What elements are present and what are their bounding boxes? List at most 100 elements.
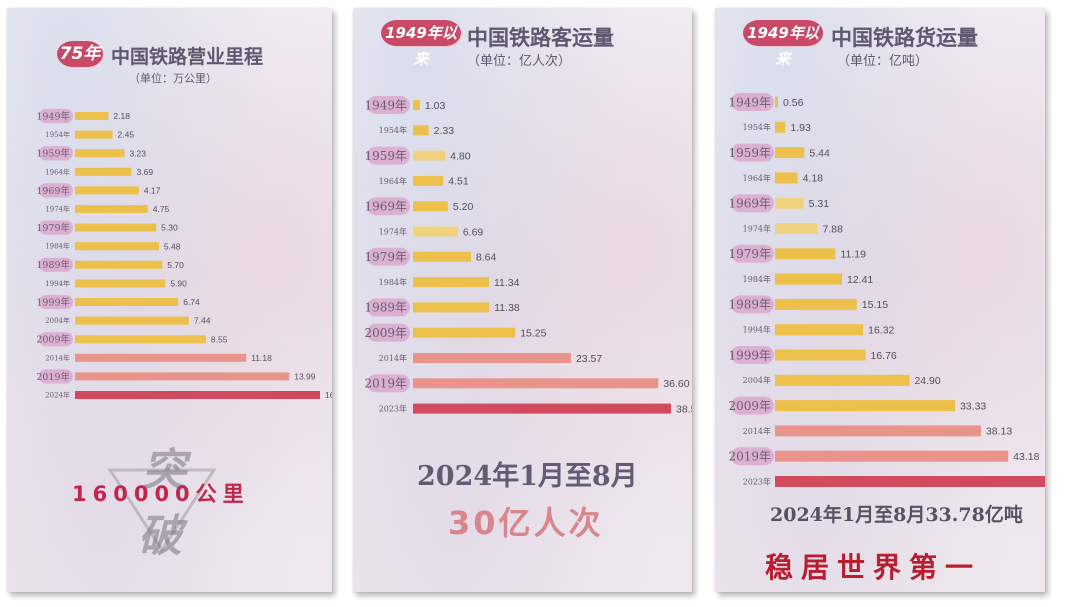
value-label: 7.44 xyxy=(194,316,211,326)
bar xyxy=(413,302,490,313)
year-label: 2023年 xyxy=(743,476,771,486)
bar xyxy=(775,374,910,386)
year-label: 2014年 xyxy=(743,426,771,436)
year-label: 1949年 xyxy=(364,98,407,112)
year-highlight-pill xyxy=(38,108,73,124)
value-label: 11.19 xyxy=(840,249,866,261)
bar xyxy=(413,327,516,338)
value-label: 11.38 xyxy=(494,302,520,314)
year-label: 1949年 xyxy=(36,110,70,122)
value-label: 16.00 xyxy=(325,390,332,400)
year-highlight-pill xyxy=(730,93,774,111)
year-highlight-pill xyxy=(366,247,410,266)
year-highlight-pill xyxy=(730,194,774,213)
year-label: 1964年 xyxy=(45,167,70,176)
rail-mileage-panel: 75年 中国铁路营业里程 （单位：万公里） 1949年 2.18 1954年 2.45… xyxy=(7,8,332,592)
value-label: 36.60 xyxy=(663,378,689,390)
year-label: 1959年 xyxy=(36,148,70,160)
value-label: 12.41 xyxy=(847,274,873,286)
value-label: 33.33 xyxy=(960,400,986,412)
year-label: 1974年 xyxy=(379,226,407,236)
year-label: 1954年 xyxy=(45,130,70,139)
value-label: 38.5 xyxy=(676,403,692,415)
year-highlight-pill xyxy=(38,257,73,272)
value-label: 4.75 xyxy=(153,204,170,214)
value-label: 5.44 xyxy=(809,147,830,159)
panel-title: 中国铁路客运量 xyxy=(467,25,614,50)
year-highlight-pill xyxy=(38,332,73,347)
bar xyxy=(413,378,659,389)
bar xyxy=(413,201,448,212)
bar xyxy=(75,298,179,306)
year-label: 1999年 xyxy=(36,296,70,308)
bar xyxy=(413,175,444,186)
bar xyxy=(75,335,206,344)
year-label: 1954年 xyxy=(379,125,407,135)
bar xyxy=(75,279,166,288)
bar xyxy=(775,121,786,133)
bar xyxy=(775,324,864,336)
value-label: 3.69 xyxy=(137,167,154,177)
year-highlight-pill xyxy=(730,244,774,263)
year-label: 2019年 xyxy=(364,377,407,391)
year-label: 1999年 xyxy=(728,348,771,362)
value-label: 5.20 xyxy=(453,201,474,213)
value-label: 6.69 xyxy=(463,226,484,238)
value-label: 24.90 xyxy=(914,375,940,387)
year-label: 1974年 xyxy=(45,205,70,214)
bar xyxy=(775,349,866,361)
value-label: 1.93 xyxy=(790,122,811,134)
value-label: 4.17 xyxy=(144,185,161,195)
value-label: 8.55 xyxy=(211,334,228,344)
year-highlight-pill xyxy=(366,146,410,165)
since-1949-badge: 1949年以来 xyxy=(743,20,823,68)
emblem-char-1: 突 xyxy=(142,445,186,496)
year-label: 2024年 xyxy=(45,391,70,400)
year-highlight-pill xyxy=(366,323,410,342)
year-label: 2019年 xyxy=(728,450,771,464)
value-label: 5.31 xyxy=(809,198,830,210)
year-label: 2009年 xyxy=(728,399,771,413)
bar xyxy=(413,100,420,110)
bar xyxy=(75,149,125,158)
year-label: 1949年 xyxy=(728,95,771,109)
bar xyxy=(75,260,163,269)
bar xyxy=(413,150,446,161)
bar xyxy=(775,197,804,209)
year-highlight-pill xyxy=(730,143,774,162)
year-highlight-pill xyxy=(730,396,774,415)
bar xyxy=(75,372,290,381)
year-label: 2009年 xyxy=(36,334,70,346)
breakthrough-emblem: 突 破 xyxy=(102,432,222,562)
year-label: 1979年 xyxy=(364,250,407,264)
emblem-char-2: 破 xyxy=(138,511,182,562)
year-label: 2004年 xyxy=(45,316,70,325)
value-label: 16.76 xyxy=(871,350,897,362)
badge-text: 1949年以来 xyxy=(747,24,819,68)
value-label: 2.18 xyxy=(113,111,130,121)
panel-title: 中国铁路货运量 xyxy=(831,25,978,50)
value-label: 23.57 xyxy=(576,353,602,365)
bar xyxy=(413,403,671,414)
freight-volume-chart: 1949年 0.56 1954年 1.93 1959年 5.44 1964年 4.18 1969… xyxy=(728,93,1045,487)
year-label: 1989年 xyxy=(36,259,70,271)
value-label: 11.34 xyxy=(494,277,520,289)
year-highlight-pill xyxy=(730,295,774,314)
bar xyxy=(75,316,189,325)
year-highlight-pill xyxy=(38,369,73,384)
bar xyxy=(775,172,798,184)
bar xyxy=(75,353,247,362)
bar xyxy=(413,125,429,136)
badge-text: 1949年以来 xyxy=(385,24,457,68)
passenger-headline: 30亿人次 xyxy=(448,504,604,542)
value-label: 5.90 xyxy=(170,278,187,288)
bar xyxy=(775,223,818,234)
anniversary-badge: 75年 xyxy=(57,41,103,67)
panel-title: 中国铁路营业里程 xyxy=(111,46,264,68)
year-label: 1989年 xyxy=(728,298,771,312)
value-label: 5.48 xyxy=(164,241,181,251)
value-label: 4.80 xyxy=(450,150,471,162)
year-label: 1994年 xyxy=(45,279,70,288)
year-label: 1974年 xyxy=(743,223,771,233)
year-label: 1954年 xyxy=(743,122,771,132)
